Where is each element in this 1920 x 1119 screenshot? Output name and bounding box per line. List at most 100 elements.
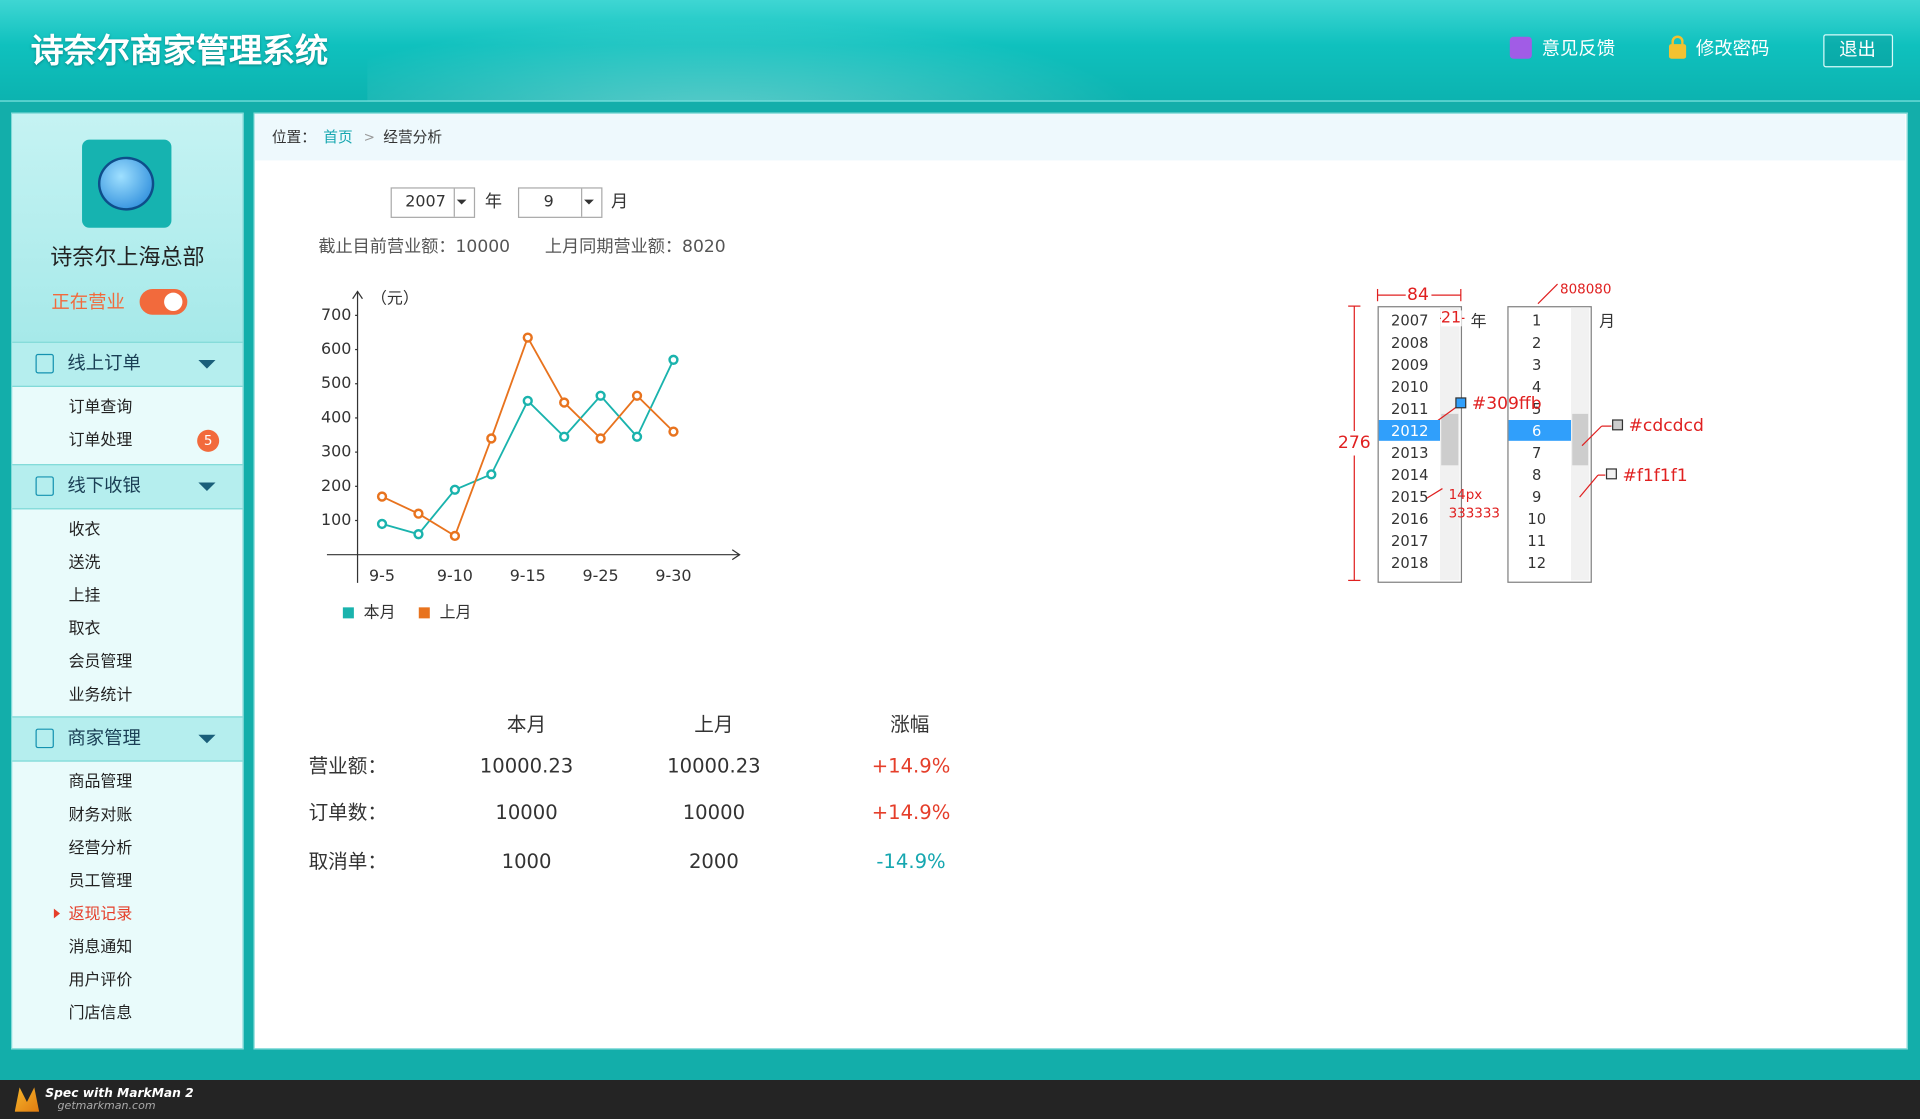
table-header: 本月 bbox=[506, 712, 547, 736]
menu-item[interactable]: 消息通知 bbox=[68, 937, 133, 957]
menu-caret bbox=[198, 360, 216, 369]
spec-year-item: 2017 bbox=[1391, 532, 1429, 550]
spec-year-item: 2008 bbox=[1391, 334, 1429, 352]
menu-group-icon bbox=[35, 353, 54, 374]
value-cell: 10000 bbox=[495, 800, 558, 825]
menu-item[interactable]: 取衣 bbox=[68, 619, 101, 638]
spec-year-item: 2014 bbox=[1391, 466, 1429, 484]
header-glow bbox=[367, 0, 1225, 101]
spec-month-item: 6 bbox=[1532, 422, 1542, 440]
menu-item[interactable]: 上挂 bbox=[68, 586, 101, 605]
password-link[interactable]: 修改密码 bbox=[1695, 37, 1770, 60]
menu-group-title[interactable]: 线下收银 bbox=[67, 474, 141, 497]
breadcrumb-bar bbox=[254, 113, 1906, 161]
menu-group-icon bbox=[35, 728, 54, 749]
month-select[interactable] bbox=[517, 187, 603, 218]
month-value: 9 bbox=[543, 192, 554, 212]
value-cell: 10000 bbox=[682, 800, 746, 825]
change-cell: +14.9% bbox=[871, 800, 951, 825]
breadcrumb-home[interactable]: 首页 bbox=[323, 128, 353, 146]
footer-bar bbox=[0, 1080, 1920, 1119]
spec-year-item: 2007 bbox=[1391, 312, 1429, 330]
menu-item[interactable]: 会员管理 bbox=[68, 652, 133, 672]
spec-month-item: 3 bbox=[1532, 356, 1542, 374]
spec-year-unit: 年 bbox=[1470, 312, 1487, 332]
menu-group-title[interactable]: 线上订单 bbox=[67, 352, 141, 375]
menu-group-title[interactable]: 商家管理 bbox=[67, 726, 141, 749]
toggle-knob bbox=[164, 292, 183, 312]
table-header: 涨幅 bbox=[890, 712, 930, 736]
spec-annotation: 333333 bbox=[1448, 505, 1501, 522]
logout-label[interactable]: 退出 bbox=[1839, 38, 1876, 61]
value-cell: 2000 bbox=[688, 849, 739, 874]
footer-url: getmarkman.com bbox=[57, 1100, 156, 1113]
breadcrumb-sep: > bbox=[363, 129, 375, 146]
menu-item[interactable]: 订单查询 bbox=[68, 397, 133, 417]
feedback-icon bbox=[1509, 36, 1532, 59]
footer-brand: Spec with MarkMan 2 bbox=[45, 1087, 194, 1101]
selected-row bbox=[1378, 420, 1441, 441]
spec-month-item: 8 bbox=[1532, 466, 1542, 484]
menu-item[interactable]: 业务统计 bbox=[68, 685, 133, 705]
spec-year-item: 2015 bbox=[1391, 488, 1429, 506]
store-status: 正在营业 bbox=[51, 290, 125, 313]
value-cell: 1000 bbox=[501, 849, 552, 874]
menu-item[interactable]: 返现记录 bbox=[68, 904, 133, 924]
badge-count: 5 bbox=[203, 432, 213, 449]
breadcrumb-current: 经营分析 bbox=[383, 128, 443, 146]
spec-month-item: 4 bbox=[1532, 378, 1542, 396]
menu-item[interactable]: 财务对账 bbox=[68, 805, 133, 825]
menu-item[interactable]: 门店信息 bbox=[68, 1004, 133, 1023]
spec-month-item: 10 bbox=[1527, 510, 1547, 528]
spec-year-thumb bbox=[1441, 413, 1459, 466]
row-label: 取消单： bbox=[308, 849, 387, 874]
menu-caret bbox=[198, 734, 216, 744]
month-unit: 月 bbox=[611, 192, 629, 212]
spec-year-item: 2013 bbox=[1391, 444, 1429, 462]
lock-shackle bbox=[1671, 35, 1684, 47]
spec-month-thumb bbox=[1572, 413, 1589, 466]
menu-item[interactable]: 收衣 bbox=[68, 520, 101, 539]
spec-month-item: 9 bbox=[1532, 488, 1542, 506]
value-cell: 10000.23 bbox=[479, 754, 574, 778]
avatar-mascot bbox=[97, 156, 155, 211]
spec-annotation: 276 bbox=[1337, 433, 1371, 454]
spec-month-item: 12 bbox=[1527, 554, 1547, 572]
menu-group-header[interactable] bbox=[12, 464, 243, 510]
menu-caret bbox=[198, 482, 216, 492]
summary-current: 截止目前营业额：10000 bbox=[318, 237, 511, 258]
app-title: 诗奈尔商家管理系统 bbox=[30, 32, 329, 71]
spec-month-item: 11 bbox=[1527, 532, 1547, 550]
change-cell: -14.9% bbox=[876, 849, 946, 874]
menu-item[interactable]: 经营分析 bbox=[68, 838, 133, 858]
year-unit: 年 bbox=[484, 192, 503, 212]
change-cell: +14.9% bbox=[871, 754, 951, 778]
spec-annotation: 21 bbox=[1440, 309, 1462, 328]
menu-item[interactable]: 商品管理 bbox=[68, 772, 133, 792]
spec-annotation: #309ffb bbox=[1471, 394, 1542, 414]
menu-item[interactable]: 员工管理 bbox=[68, 871, 133, 891]
spec-year-item: 2012 bbox=[1391, 422, 1429, 440]
logout-button[interactable] bbox=[1823, 34, 1894, 68]
spec-year-item: 2009 bbox=[1391, 356, 1429, 374]
spec-year-item: 2018 bbox=[1391, 554, 1429, 572]
spec-year-item: 2011 bbox=[1391, 400, 1429, 418]
menu-item[interactable]: 订单处理 bbox=[68, 431, 133, 450]
store-name: 诗奈尔上海总部 bbox=[50, 244, 205, 271]
menu-item[interactable]: 送洗 bbox=[68, 553, 101, 572]
lock-icon bbox=[1668, 44, 1687, 59]
row-label: 订单数： bbox=[308, 800, 387, 825]
year-value: 2007 bbox=[405, 192, 446, 212]
breadcrumb-label: 位置： bbox=[271, 128, 316, 146]
summary-last: 上月同期营业额：8020 bbox=[544, 237, 726, 258]
feedback-link[interactable]: 意见反馈 bbox=[1541, 37, 1616, 60]
row-label: 营业额： bbox=[308, 754, 387, 778]
table-header: 上月 bbox=[694, 712, 734, 736]
header-bar bbox=[0, 0, 1920, 102]
spec-year-item: 2016 bbox=[1391, 510, 1429, 528]
badge bbox=[197, 429, 220, 452]
menu-item[interactable]: 用户评价 bbox=[68, 971, 133, 990]
spec-month-unit: 月 bbox=[1599, 312, 1616, 332]
